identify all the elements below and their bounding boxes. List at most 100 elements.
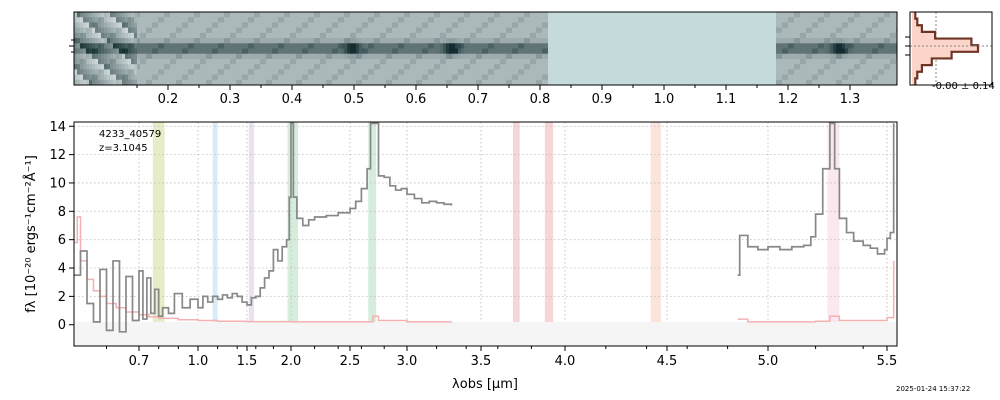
spectrum-2d-pixel bbox=[371, 43, 375, 49]
spectrum-2d-pixel bbox=[779, 74, 783, 81]
spectrum-2d-pixel bbox=[788, 58, 792, 65]
spectrum-2d-pixel bbox=[410, 32, 414, 39]
spectrum-2d-pixel bbox=[503, 53, 507, 60]
spectrum-2d-pixel bbox=[569, 32, 573, 39]
spectrum-2d-pixel bbox=[890, 22, 894, 29]
spectrum-2d-pixel bbox=[170, 53, 174, 60]
spectrum-2d-pixel bbox=[110, 69, 114, 75]
spectrum-2d-pixel bbox=[854, 32, 858, 39]
spectrum-2d-pixel bbox=[581, 58, 585, 65]
spectrum-2d-pixel bbox=[545, 64, 549, 70]
spectrum-2d-pixel bbox=[671, 27, 675, 34]
spectrum-2d-pixel bbox=[710, 69, 714, 75]
spectrum-2d-pixel bbox=[428, 32, 432, 39]
spectrum-2d-pixel bbox=[623, 69, 627, 75]
spectrum-2d-pixel bbox=[557, 27, 561, 34]
spectrum-2d-pixel bbox=[497, 32, 501, 39]
spectrum-2d-pixel bbox=[344, 53, 348, 60]
spectrum-2d-pixel bbox=[284, 69, 288, 75]
spectrum-2d-pixel bbox=[509, 27, 513, 34]
spectrum-2d-pixel bbox=[641, 22, 645, 29]
spectrum-2d-pixel bbox=[542, 17, 546, 23]
spectrum-2d-pixel bbox=[836, 12, 840, 18]
spectrum-2d-pixel bbox=[392, 53, 396, 60]
spectrum-2d-pixel bbox=[572, 17, 576, 23]
spectrum-2d-pixel bbox=[542, 53, 546, 60]
spectrum-2d-pixel bbox=[758, 69, 762, 75]
spectrum-2d-pixel bbox=[77, 17, 81, 23]
spectrum-2d-pixel bbox=[446, 79, 450, 85]
spectrum-2d-pixel bbox=[389, 53, 393, 60]
spectrum-2d-pixel bbox=[671, 22, 675, 29]
spectrum-2d-pixel bbox=[347, 17, 351, 23]
spectrum-2d-pixel bbox=[353, 53, 357, 60]
spectrum-2d-pixel bbox=[134, 48, 138, 55]
spectrum-2d-pixel bbox=[419, 43, 423, 49]
spectrum-2d-pixel bbox=[296, 12, 300, 18]
spectrum-2d-pixel bbox=[206, 48, 210, 55]
spectrum-2d-pixel bbox=[737, 12, 741, 18]
spectrum-2d-pixel bbox=[290, 58, 294, 65]
spectrum-2d-pixel bbox=[839, 22, 843, 29]
spectrum-2d-pixel bbox=[737, 74, 741, 81]
spectrum-2d-pixel bbox=[635, 17, 639, 23]
spectrum-2d-pixel bbox=[722, 12, 726, 18]
spectrum-2d-pixel bbox=[86, 27, 90, 34]
spectrum-2d-pixel bbox=[215, 69, 219, 75]
spectrum-2d-pixel bbox=[710, 53, 714, 60]
spectrum-2d-pixel bbox=[734, 48, 738, 55]
spectrum-2d-pixel bbox=[599, 17, 603, 23]
spectrum-2d-pixel bbox=[416, 38, 420, 44]
spectrum-2d-pixel bbox=[272, 69, 276, 75]
spectrum-2d-pixel bbox=[449, 74, 453, 81]
spectrum-2d-pixel bbox=[344, 38, 348, 44]
spectrum-2d-pixel bbox=[371, 53, 375, 60]
spectrum-2d-pixel bbox=[143, 48, 147, 55]
spectrum-2d-pixel bbox=[437, 64, 441, 70]
spectrum-2d-pixel bbox=[737, 79, 741, 85]
spectrum-2d-pixel bbox=[197, 38, 201, 44]
spectrum-2d-pixel bbox=[773, 69, 777, 75]
spectrum-2d-pixel bbox=[98, 17, 102, 23]
spectrum-2d-pixel bbox=[119, 12, 123, 18]
spectrum-2d-pixel bbox=[767, 43, 771, 49]
spectrum-2d-pixel bbox=[533, 48, 537, 55]
profile-annotation: -0.00 ± 0.14 bbox=[932, 81, 995, 92]
spectrum-2d-pixel bbox=[839, 69, 843, 75]
spectrum-2d-pixel bbox=[404, 53, 408, 60]
spectrum-2d-pixel bbox=[755, 79, 759, 85]
spectrum-2d-pixel bbox=[593, 74, 597, 81]
spectrum-2d-pixel bbox=[527, 79, 531, 85]
spectrum-2d-pixel bbox=[698, 32, 702, 39]
spectrum-2d-pixel bbox=[86, 58, 90, 65]
spectrum-2d-pixel bbox=[869, 43, 873, 49]
spectrum-2d-pixel bbox=[89, 58, 93, 65]
spectrum-2d-pixel bbox=[827, 38, 831, 44]
spectrum-2d-pixel bbox=[536, 64, 540, 70]
spectrum-2d-pixel bbox=[473, 74, 477, 81]
spectrum-2d-pixel bbox=[713, 12, 717, 18]
spectrum-2d-pixel bbox=[560, 74, 564, 81]
spectrum-2d-pixel bbox=[713, 58, 717, 65]
spectrum-2d-pixel bbox=[845, 43, 849, 49]
spectrum-2d-pixel bbox=[347, 43, 351, 49]
spectrum-2d-pixel bbox=[821, 43, 825, 49]
spectrum-2d-pixel bbox=[443, 74, 447, 81]
spectrum-2d-pixel bbox=[512, 17, 516, 23]
spectrum-2d-pixel bbox=[824, 74, 828, 81]
spectrum-2d-tick-label: 0.5 bbox=[344, 92, 365, 107]
spectrum-2d-pixel bbox=[704, 53, 708, 60]
spectrum-2d-pixel bbox=[563, 79, 567, 85]
spectrum-2d-pixel bbox=[356, 17, 360, 23]
spectrum-2d-pixel bbox=[599, 58, 603, 65]
spectrum-2d-pixel bbox=[176, 69, 180, 75]
spectrum-2d-pixel bbox=[605, 79, 609, 85]
spectrum-2d-pixel bbox=[716, 74, 720, 81]
spectrum-2d-pixel bbox=[350, 48, 354, 55]
spectrum-2d-pixel bbox=[683, 43, 687, 49]
spectrum-2d-pixel bbox=[434, 79, 438, 85]
spectrum-2d-pixel bbox=[881, 43, 885, 49]
spectrum-2d-pixel bbox=[473, 48, 477, 55]
spectrum-2d-pixel bbox=[584, 12, 588, 18]
spectrum-2d-pixel bbox=[776, 58, 780, 65]
